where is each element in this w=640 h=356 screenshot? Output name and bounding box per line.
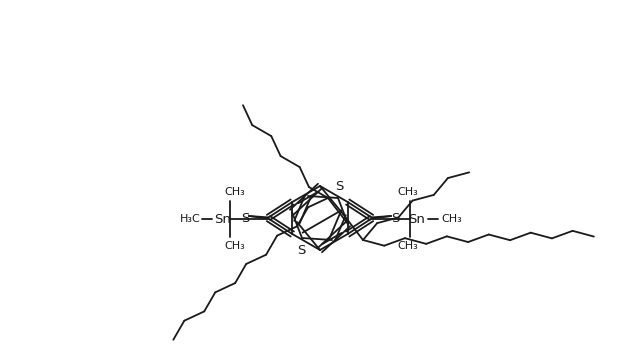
Text: CH₃: CH₃ <box>397 187 418 197</box>
Text: S: S <box>241 211 249 225</box>
Text: CH₃: CH₃ <box>397 241 418 251</box>
Text: Sn: Sn <box>214 213 232 226</box>
Text: H₃C: H₃C <box>180 214 200 224</box>
Text: CH₃: CH₃ <box>224 241 245 251</box>
Text: S: S <box>391 211 399 225</box>
Text: Sn: Sn <box>408 213 426 226</box>
Text: CH₃: CH₃ <box>442 214 462 224</box>
Text: S: S <box>297 244 305 257</box>
Text: CH₃: CH₃ <box>224 187 245 197</box>
Text: S: S <box>335 180 343 193</box>
